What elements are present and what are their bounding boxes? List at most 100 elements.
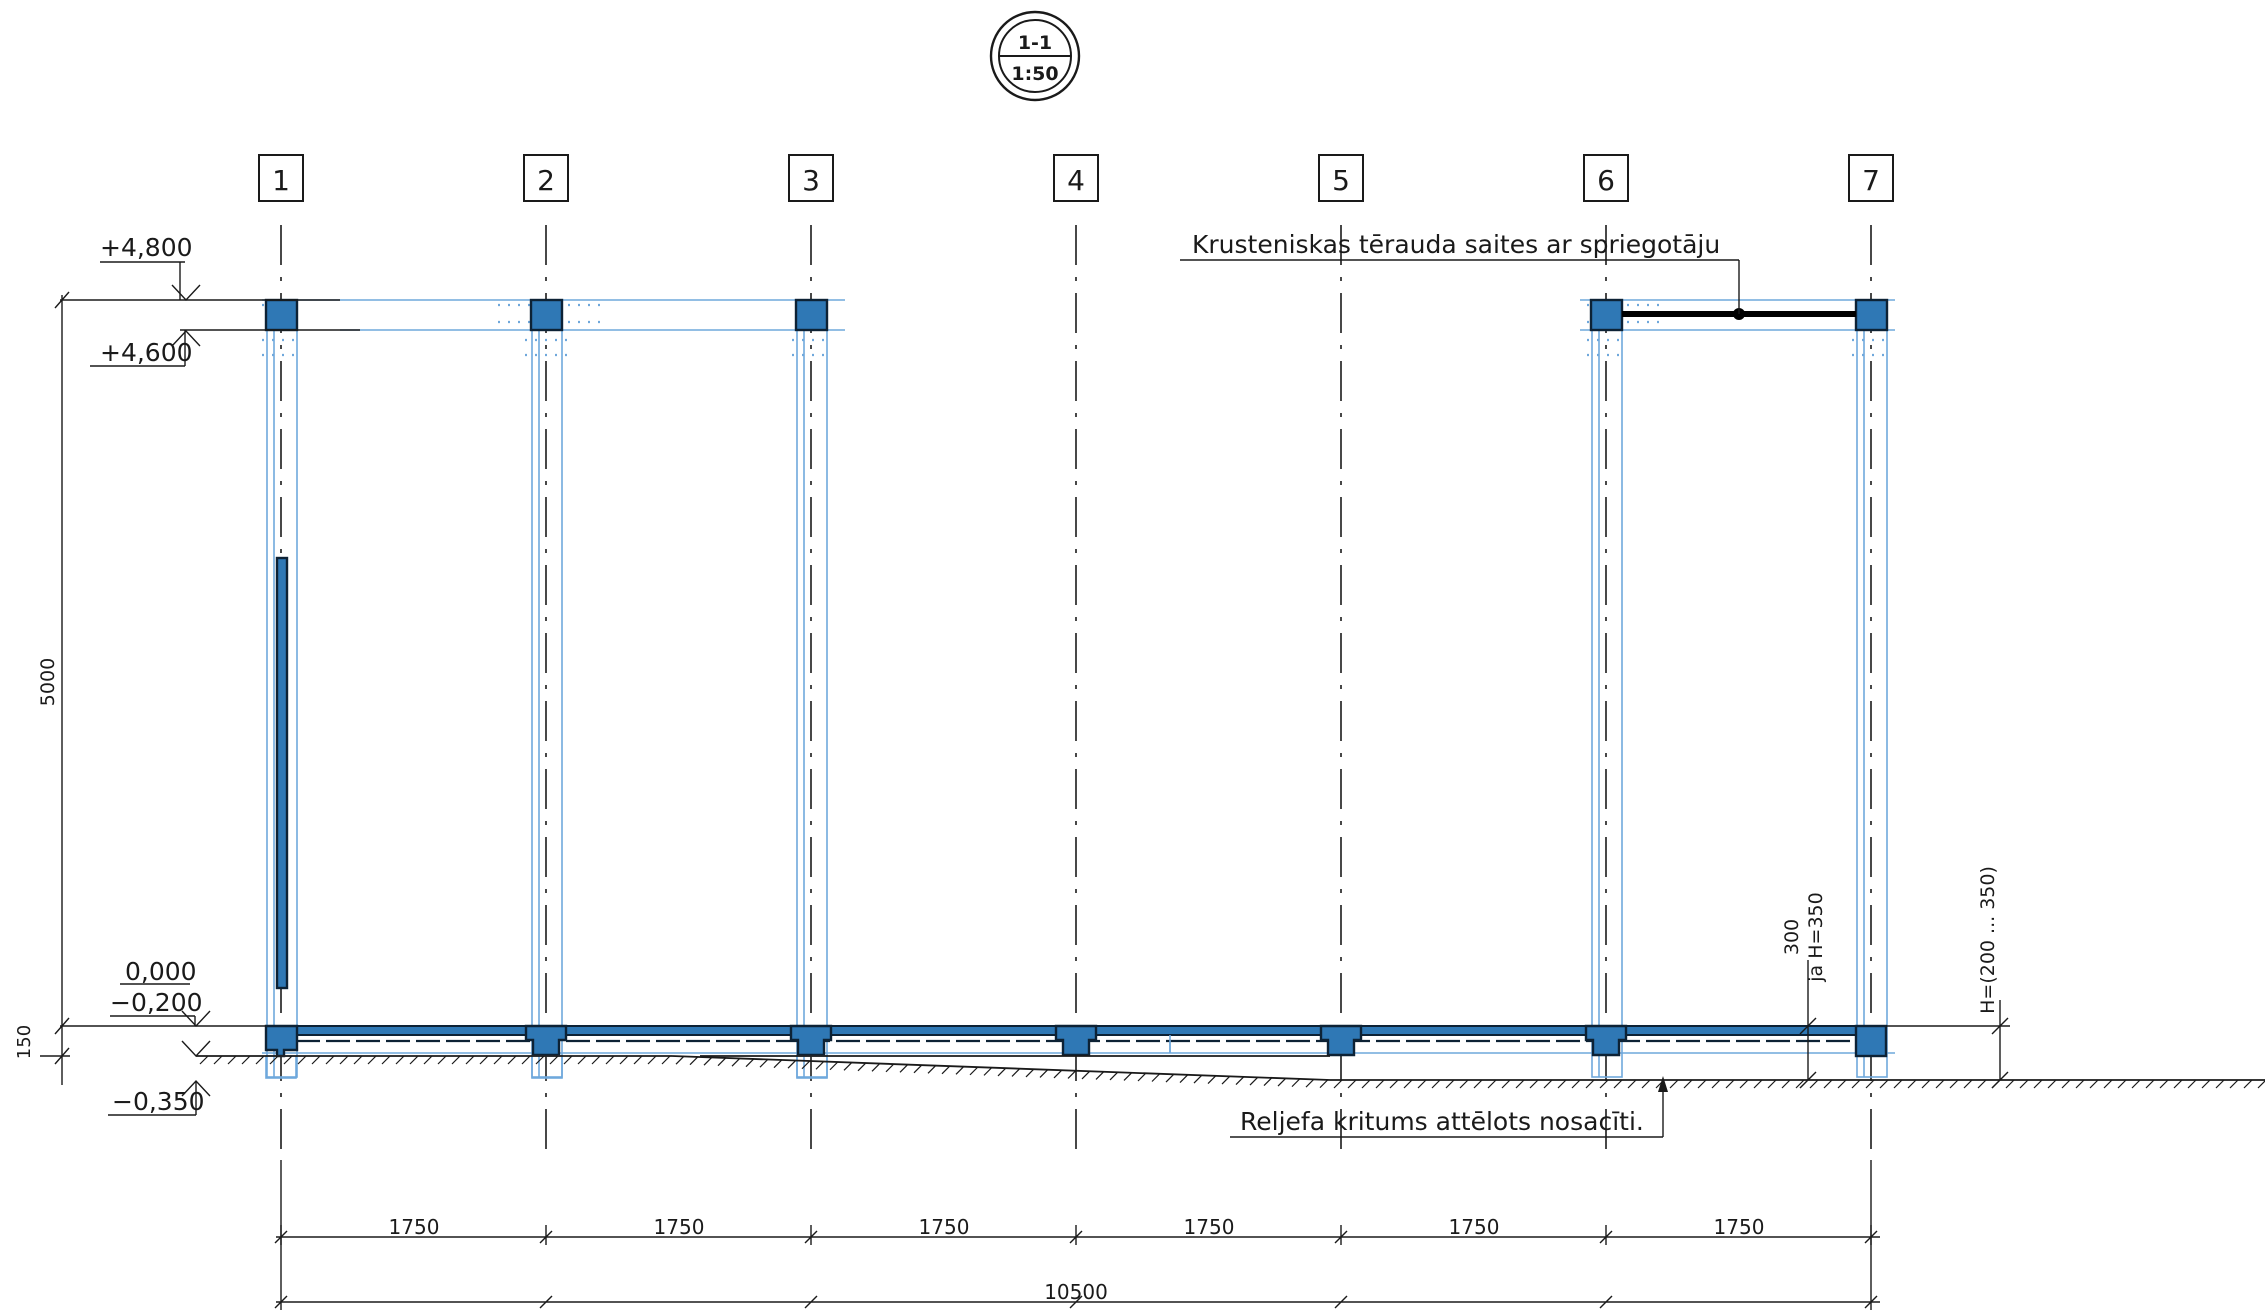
wall-panel <box>275 556 289 990</box>
hatch-mark <box>1025 1068 1035 1078</box>
hatch-mark <box>1361 1079 1371 1089</box>
hatch-mark <box>1963 1079 1973 1089</box>
hatch-mark <box>1725 1079 1735 1089</box>
level-floor: −0,200 <box>110 988 203 1017</box>
hatch-mark <box>1781 1079 1791 1089</box>
hatch-mark <box>269 1055 279 1065</box>
axis-marker-7: 7 <box>1848 154 1894 202</box>
bracing-tie <box>1180 259 1856 320</box>
axis-marker-6: 6 <box>1583 154 1629 202</box>
hatch-mark <box>1613 1079 1623 1089</box>
hatch-mark <box>1123 1072 1133 1081</box>
section-scale: 1:50 <box>1011 63 1058 85</box>
hatch-mark <box>1417 1079 1427 1089</box>
hatch-mark <box>1865 1079 1875 1089</box>
hatch-mark <box>1165 1073 1175 1083</box>
hatch-mark <box>1893 1079 1903 1089</box>
hatch-mark <box>1557 1079 1567 1089</box>
hatch-mark <box>381 1055 391 1065</box>
hatch-mark <box>1067 1070 1077 1079</box>
hatch-mark <box>1711 1079 1721 1089</box>
hatch-mark <box>1011 1067 1021 1077</box>
notes: Krusteniskas tērauda saites ar spriegotā… <box>1192 230 1720 1138</box>
hatch-mark <box>2047 1079 2057 1089</box>
hatch-mark <box>1263 1077 1273 1087</box>
ground-line <box>196 1055 2265 1081</box>
hatch-mark <box>689 1056 699 1066</box>
hatch-mark <box>1431 1079 1441 1089</box>
axis-marker-1: 1 <box>258 154 304 202</box>
hatch-mark <box>1039 1068 1049 1078</box>
hatch-mark <box>801 1060 811 1070</box>
hatch-mark <box>1137 1072 1147 1082</box>
hatch-mark <box>2145 1079 2155 1089</box>
hatch-mark <box>1193 1074 1203 1084</box>
hatch-mark <box>1445 1079 1455 1089</box>
hatch-mark <box>941 1065 951 1075</box>
hatch-mark <box>717 1057 727 1067</box>
hatch-mark <box>2243 1079 2253 1089</box>
hatch-mark <box>1179 1074 1189 1083</box>
section-mark: 1-1 1:50 <box>989 10 1081 102</box>
hatch-mark <box>213 1055 223 1065</box>
hatch-mark <box>647 1055 657 1065</box>
hatch-mark <box>2173 1079 2183 1089</box>
hatch-mark <box>1095 1071 1105 1080</box>
axis-label-5: 5 <box>1332 164 1350 197</box>
hatch-mark <box>2019 1079 2029 1089</box>
hatch-mark <box>1347 1079 1357 1089</box>
hatch-mark <box>1823 1079 1833 1089</box>
hatch-mark <box>2201 1079 2211 1089</box>
hatch-mark <box>997 1067 1007 1077</box>
hatch-mark <box>857 1062 867 1072</box>
hatch-mark <box>451 1055 461 1065</box>
hatch-mark <box>2117 1079 2127 1089</box>
hatch-mark <box>549 1055 559 1065</box>
hatch-mark <box>493 1055 503 1065</box>
hatch-mark <box>969 1066 979 1076</box>
hatch-mark <box>1599 1079 1609 1089</box>
hatch-mark <box>871 1062 881 1072</box>
hatch-mark <box>535 1055 545 1065</box>
hatch-mark <box>1977 1079 1987 1089</box>
hatch-mark <box>2033 1079 2043 1089</box>
hatch-mark <box>591 1055 601 1065</box>
hatch-mark <box>1683 1079 1693 1089</box>
hatch-mark <box>1291 1078 1301 1088</box>
hatch-mark <box>829 1061 839 1071</box>
hatch-mark <box>619 1055 629 1065</box>
hatch-mark <box>1837 1079 1847 1089</box>
hatch-mark <box>1809 1079 1819 1089</box>
dimension-tick <box>1864 1295 1878 1309</box>
hatch-mark <box>2257 1080 2265 1089</box>
hatch-mark <box>1949 1079 1959 1089</box>
hatch-mark <box>1585 1079 1595 1089</box>
hatch-mark <box>1221 1075 1231 1085</box>
hatch-mark <box>1543 1079 1553 1089</box>
hatch-mark <box>1739 1079 1749 1089</box>
hatch-mark <box>1389 1079 1399 1089</box>
hatch-mark <box>1235 1076 1245 1085</box>
hatch-mark <box>2061 1079 2071 1089</box>
hatch-mark <box>2103 1079 2113 1089</box>
hatch-mark <box>1333 1079 1343 1089</box>
dim-span-4: 1750 <box>1184 1215 1235 1239</box>
hatch-mark <box>1529 1079 1539 1089</box>
hatch-mark <box>367 1055 377 1065</box>
hatch-mark <box>339 1055 349 1065</box>
axis-marker-5: 5 <box>1318 154 1364 202</box>
hatch-mark <box>199 1055 209 1065</box>
hatch-mark <box>1207 1075 1217 1084</box>
hatch-mark <box>1669 1079 1679 1089</box>
hatch-mark <box>255 1055 265 1065</box>
hatch-mark <box>465 1055 475 1065</box>
dim-right-h: H=(200 ... 350) <box>1977 866 1999 1014</box>
hatch-mark <box>913 1064 923 1074</box>
hatch-mark <box>1851 1079 1861 1089</box>
hatch-mark <box>1473 1079 1483 1089</box>
hatch-mark <box>395 1055 405 1065</box>
column-outlines <box>262 299 1895 1078</box>
hatch-mark <box>1627 1079 1637 1089</box>
hatch-mark <box>703 1056 713 1066</box>
hatch-mark <box>1487 1079 1497 1089</box>
